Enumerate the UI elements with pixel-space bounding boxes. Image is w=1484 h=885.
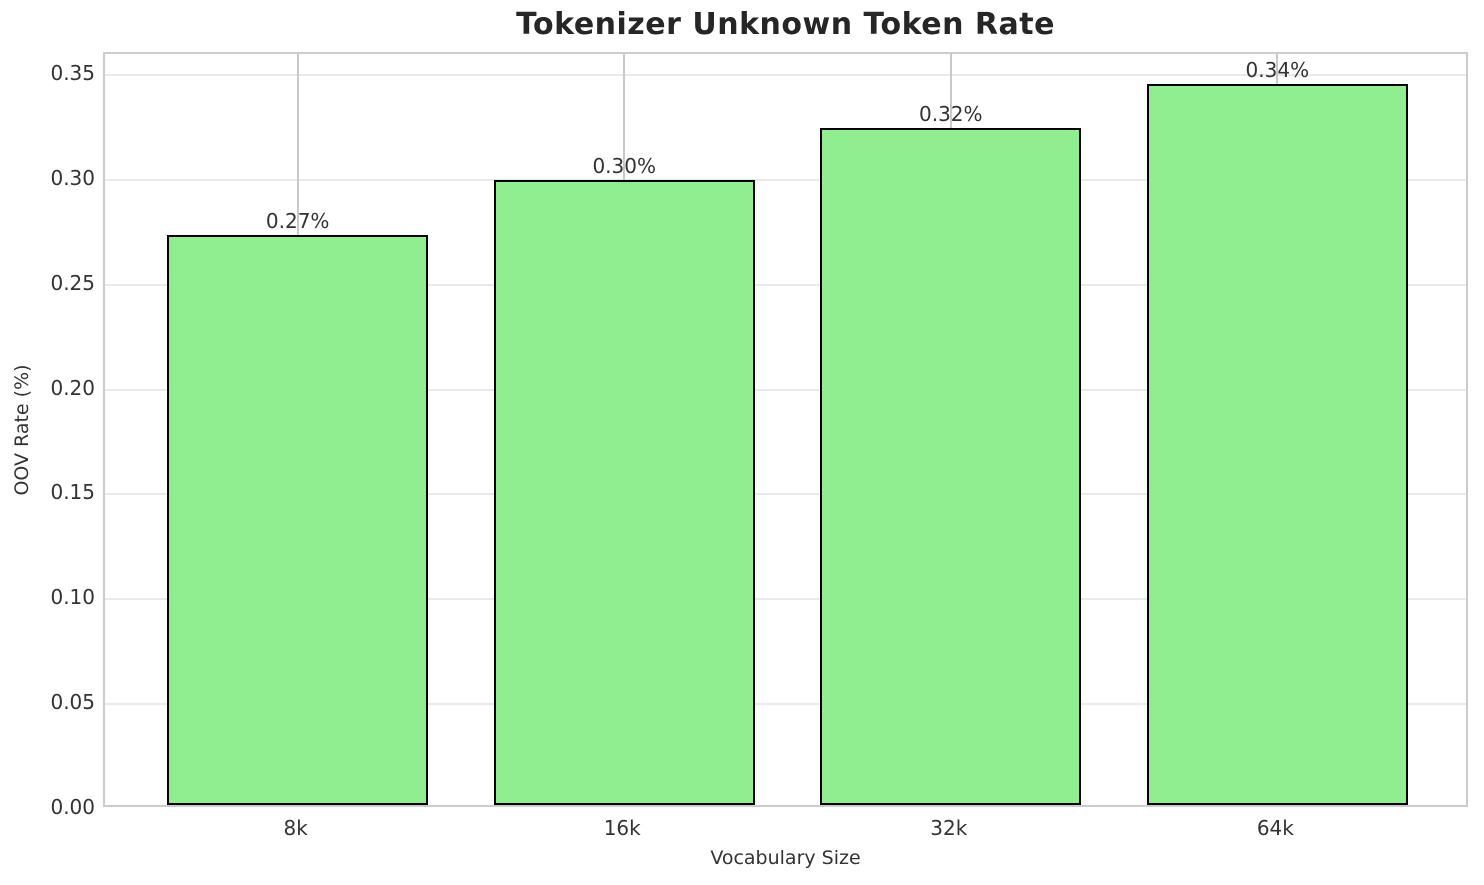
bar-value-label: 0.30% — [592, 154, 656, 179]
h-gridline — [105, 388, 1466, 391]
h-gridline — [105, 598, 1466, 601]
bar-32k — [820, 127, 1082, 805]
y-tick-label: 0.15 — [50, 480, 95, 505]
h-gridline — [105, 73, 1466, 76]
x-axis-label: Vocabulary Size — [710, 847, 861, 869]
y-tick-label: 0.25 — [50, 270, 95, 295]
plot-area: 0.27% 0.30% 0.32% 0.34% — [103, 52, 1468, 807]
chart-title: Tokenizer Unknown Token Rate — [516, 7, 1055, 42]
y-tick-label: 0.05 — [50, 690, 95, 715]
h-gridline — [105, 703, 1466, 706]
y-tick-label: 0.35 — [50, 60, 95, 85]
y-tick-label: 0.00 — [50, 795, 95, 819]
bar-64k — [1146, 83, 1408, 805]
y-tick-label: 0.20 — [50, 375, 95, 400]
y-tick-label: 0.30 — [50, 165, 95, 190]
x-tick-label: 64k — [1256, 816, 1294, 840]
h-gridline — [105, 493, 1466, 496]
bar-8k — [167, 234, 429, 805]
h-gridline — [105, 178, 1466, 181]
y-tick-label: 0.10 — [50, 585, 95, 610]
bar-value-label: 0.27% — [265, 208, 330, 233]
bar-16k — [493, 180, 755, 805]
x-tick-label: 32k — [930, 816, 968, 840]
bar-value-label: 0.32% — [918, 101, 983, 126]
bar-value-label: 0.34% — [1245, 57, 1310, 82]
x-tick-label: 8k — [283, 816, 308, 840]
h-gridline — [105, 283, 1466, 286]
x-tick-label: 16k — [603, 816, 641, 840]
